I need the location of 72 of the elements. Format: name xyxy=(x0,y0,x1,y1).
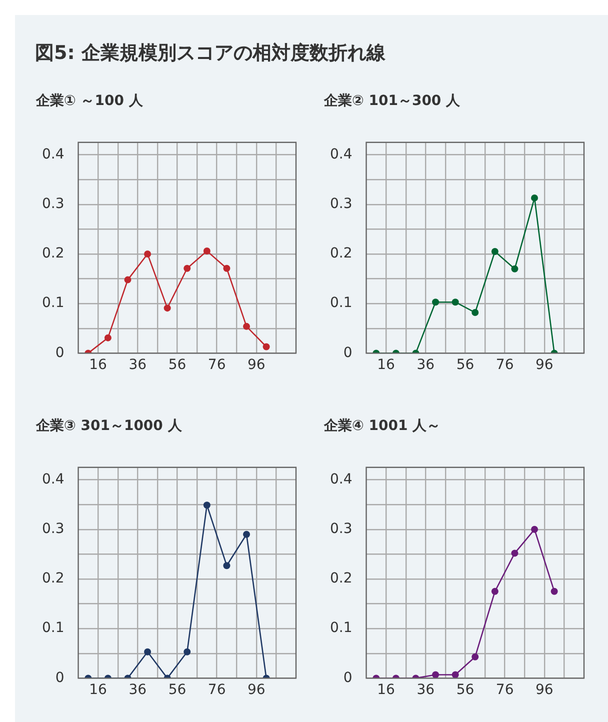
x-tick-label: 56 xyxy=(168,682,186,698)
point xyxy=(432,298,440,306)
y-tick-label: 0.3 xyxy=(330,521,352,538)
point xyxy=(124,276,132,284)
y-tick-label: 0.1 xyxy=(330,620,352,636)
point xyxy=(184,648,191,656)
y-tick-label: 0.1 xyxy=(42,620,64,636)
point xyxy=(550,588,558,595)
x-tick-label: 36 xyxy=(128,682,147,698)
point xyxy=(104,334,112,342)
x-tick-label: 56 xyxy=(456,682,474,698)
x-tick-label: 76 xyxy=(496,682,514,698)
chart-title: 企業③ 301～1000 人 xyxy=(36,417,182,435)
point xyxy=(243,530,250,538)
y-tick-label: 0 xyxy=(55,344,64,361)
x-tick-label: 16 xyxy=(377,682,396,698)
point xyxy=(472,653,479,660)
y-tick-label: 0.4 xyxy=(42,146,64,162)
point xyxy=(472,309,479,316)
x-tick-label: 36 xyxy=(416,682,435,698)
point xyxy=(262,343,270,350)
y-tick-label: 0 xyxy=(343,344,352,361)
y-tick-label: 0.4 xyxy=(330,471,352,488)
x-tick-label: 76 xyxy=(208,357,226,374)
y-tick-label: 0.2 xyxy=(42,246,64,262)
point xyxy=(243,322,250,330)
point xyxy=(203,502,210,509)
point xyxy=(223,562,230,570)
point xyxy=(164,304,171,312)
x-tick-label: 96 xyxy=(536,357,554,374)
x-tick-label: 76 xyxy=(208,682,226,698)
point xyxy=(452,671,459,678)
point xyxy=(223,264,230,272)
y-tick-label: 0 xyxy=(343,670,352,686)
point xyxy=(511,550,518,557)
x-tick-label: 16 xyxy=(377,357,396,374)
x-tick-label: 96 xyxy=(536,682,554,698)
x-tick-label: 96 xyxy=(248,682,266,698)
caption: 図5: 企業規模別スコアの相対度数折れ線 xyxy=(35,41,386,66)
x-tick-label: 16 xyxy=(89,357,108,374)
chart-title: 企業① ～100 人 xyxy=(36,92,143,110)
y-tick-label: 0.2 xyxy=(42,570,64,587)
point xyxy=(511,265,518,272)
y-tick-label: 0.1 xyxy=(330,295,352,312)
point xyxy=(452,298,459,306)
point xyxy=(491,248,498,256)
point xyxy=(531,194,538,202)
y-tick-label: 0.4 xyxy=(330,146,352,162)
x-tick-label: 76 xyxy=(496,357,514,374)
x-tick-label: 16 xyxy=(89,682,108,698)
y-tick-label: 0.3 xyxy=(42,196,64,212)
point xyxy=(144,648,152,656)
y-tick-label: 0 xyxy=(55,670,64,686)
y-tick-label: 0.3 xyxy=(330,196,352,212)
x-tick-label: 36 xyxy=(128,357,147,374)
point xyxy=(432,671,440,678)
chart-title: 企業④ 1001 人～ xyxy=(324,417,441,435)
y-tick-label: 0.3 xyxy=(42,521,64,538)
x-tick-label: 36 xyxy=(416,357,435,374)
chart-title: 企業② 101～300 人 xyxy=(324,92,460,110)
x-tick-label: 96 xyxy=(248,357,266,374)
x-tick-label: 56 xyxy=(168,357,186,374)
point xyxy=(491,588,498,595)
y-tick-label: 0.1 xyxy=(42,295,64,312)
y-tick-label: 0.4 xyxy=(42,471,64,488)
y-tick-label: 0.2 xyxy=(330,570,352,587)
point xyxy=(531,526,538,533)
point xyxy=(184,264,191,272)
y-tick-label: 0.2 xyxy=(330,246,352,262)
point xyxy=(203,248,210,255)
point xyxy=(144,250,152,258)
x-tick-label: 56 xyxy=(456,357,474,374)
